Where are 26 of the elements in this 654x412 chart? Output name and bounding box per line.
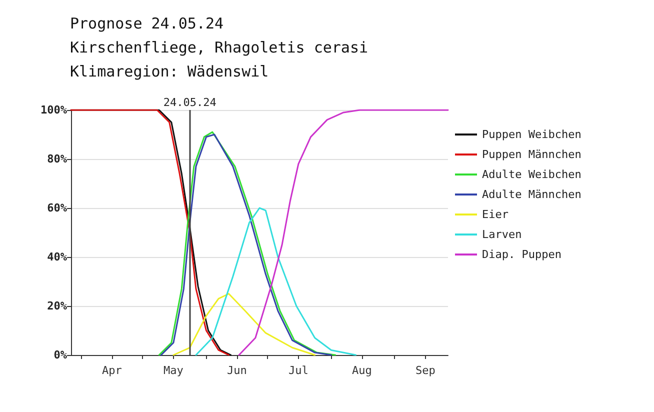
y-tick-label: 100% [40, 104, 68, 116]
y-tick-label: 80% [47, 152, 68, 166]
x-tick-label: Apr [102, 364, 122, 377]
y-tick-label: 60% [47, 202, 68, 214]
legend-label: Puppen Männchen [482, 148, 582, 161]
legend-label: Adulte Männchen [482, 188, 582, 201]
line-series [172, 293, 316, 356]
ref-line-label: 24.05.24 [163, 96, 217, 109]
chart-subtitle: Kirschenfliege, Rhagoletis cerasi [70, 38, 368, 56]
text: Klimaregion: Wädenswil [70, 62, 269, 80]
x-tick-label: Jul [288, 364, 308, 377]
legend-label: Eier [482, 208, 509, 221]
x-tick-label: Jun [227, 364, 247, 377]
y-tick-label: 0% [54, 348, 68, 362]
y-tick-label: 20% [47, 300, 68, 312]
line-series [195, 207, 357, 356]
x-tick-label: May [164, 364, 184, 377]
legend-label: Puppen Weibchen [482, 128, 582, 141]
line-series [238, 109, 449, 356]
legend-label: Larven [482, 228, 522, 241]
x-tick-label: Sep [416, 364, 436, 377]
x-tick-label: Aug [352, 364, 372, 377]
chart-title: Prognose 24.05.24 [70, 14, 224, 32]
y-tick-label: 40% [47, 250, 68, 264]
legend-label: Adulte Weibchen [482, 168, 582, 181]
legend-label: Diap. Puppen [482, 248, 562, 261]
